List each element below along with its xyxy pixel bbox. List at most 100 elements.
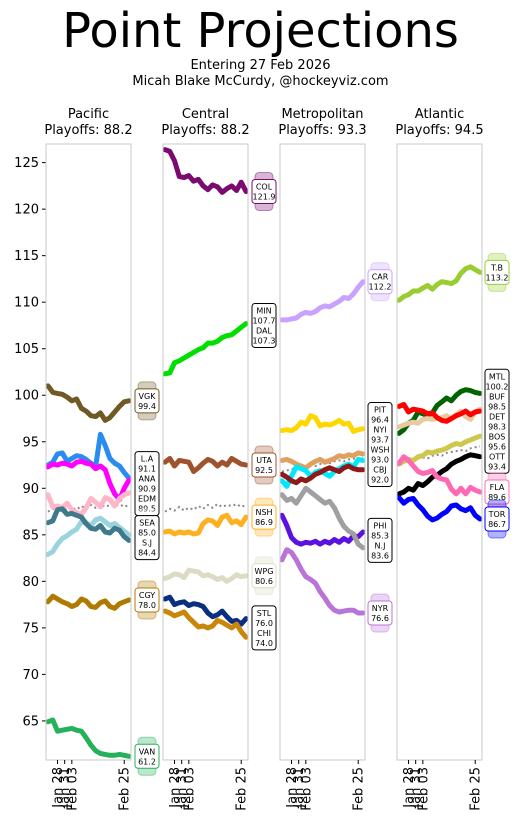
series-line-nyi	[280, 450, 365, 471]
label-box	[251, 605, 277, 651]
label-text: SEA	[139, 519, 155, 528]
label-box	[367, 600, 393, 626]
label-text: DAL	[256, 326, 272, 335]
x-tick-label: Jan 31	[175, 767, 190, 809]
label-box	[367, 269, 393, 295]
label-text: 80.6	[255, 577, 273, 586]
y-tick-label: 115	[14, 249, 39, 264]
label-text: 85.0	[138, 529, 156, 538]
x-tick-label: Jan 31	[58, 767, 73, 809]
series-line-col	[163, 147, 248, 195]
x-tick-label: Feb 03	[182, 767, 197, 811]
series-line-chi	[163, 608, 248, 640]
series-line-min	[163, 321, 248, 377]
label-text: 76.0	[255, 619, 273, 628]
label-text: BUF	[489, 392, 505, 401]
label-box	[251, 504, 277, 530]
panel-frame	[396, 143, 483, 761]
y-tick-label: 100	[14, 389, 39, 404]
label-box	[251, 452, 277, 478]
label-box	[134, 515, 160, 561]
label-text: VGK	[139, 392, 157, 401]
label-text: 86.7	[488, 520, 506, 529]
panel-frame	[45, 143, 132, 761]
label-box	[251, 302, 277, 348]
label-text: CGY	[139, 591, 155, 600]
series-line-det	[397, 402, 482, 424]
series-line-ott	[397, 452, 482, 497]
label-text: 84.4	[138, 549, 156, 558]
x-tick-label: Feb 03	[65, 767, 80, 811]
label-text: CAR	[372, 273, 389, 282]
label-text: 93.7	[371, 436, 389, 445]
label-text: 100.2	[486, 382, 509, 391]
chart-subtitle-author: Micah Blake McCurdy, @hockeyviz.com	[132, 74, 389, 89]
panel-frame	[162, 143, 249, 761]
label-text: 112.2	[369, 283, 392, 292]
label-text: L.A	[141, 455, 154, 464]
label-text: 98.5	[488, 402, 506, 411]
series-line-la	[46, 431, 131, 481]
label-text: 86.9	[255, 518, 273, 527]
label-text: 61.2	[138, 757, 156, 766]
panel-title: Metropolitan	[281, 107, 363, 122]
label-text: 85.3	[371, 531, 389, 540]
series-line-car	[280, 279, 365, 323]
series-line-nyr	[280, 547, 365, 616]
label-text: 78.0	[138, 601, 156, 610]
series-line-pit	[280, 413, 365, 434]
label-text: 74.0	[255, 639, 273, 648]
series-line-cbj	[280, 463, 365, 486]
x-tick-label: Feb 25	[118, 767, 133, 811]
label-text: VAN	[139, 747, 155, 756]
label-text: 121.9	[253, 192, 276, 201]
playoff-threshold-line	[398, 445, 481, 465]
series-line-nsh	[163, 512, 248, 537]
x-tick-label: Feb 03	[299, 767, 314, 811]
panel-plot-area	[163, 147, 248, 640]
series-line-ana	[46, 458, 131, 502]
label-text: MIN	[256, 306, 271, 315]
y-tick-label: 70	[22, 668, 39, 683]
x-tick-label: Jan 28	[168, 767, 183, 809]
panel-plot-area	[280, 279, 365, 616]
label-text: 76.6	[371, 614, 389, 623]
series-line-wpg	[163, 567, 248, 584]
label-text: FLA	[490, 483, 505, 492]
label-text: 89.5	[138, 505, 156, 514]
y-tick-label: 75	[22, 621, 39, 636]
series-line-cgy	[46, 593, 131, 611]
chart-subtitle-date: Entering 27 Feb 2026	[190, 58, 331, 73]
label-box	[134, 388, 160, 414]
panel-playoffs-label: Playoffs: 88.2	[161, 123, 249, 138]
label-text: T.B	[490, 263, 503, 272]
series-line-tb	[397, 264, 482, 303]
label-text: MTL	[489, 372, 506, 381]
label-text: 83.6	[371, 551, 389, 560]
y-tick-label: 85	[22, 528, 39, 543]
series-line-phi	[280, 512, 365, 547]
label-text: 107.3	[253, 336, 276, 345]
series-line-vgk	[46, 383, 131, 423]
x-tick-label: Feb 25	[469, 767, 484, 811]
y-tick-label: 90	[22, 482, 39, 497]
x-tick-label: Jan 28	[51, 767, 66, 809]
series-line-uta	[163, 456, 248, 474]
panel-playoffs-label: Playoffs: 94.5	[395, 123, 483, 138]
series-line-stl	[163, 594, 248, 627]
panel-plot-area	[397, 264, 482, 523]
label-text: COL	[256, 182, 273, 191]
panel-title: Pacific	[68, 107, 109, 122]
label-box	[134, 743, 160, 769]
panel-plot-area	[46, 383, 131, 759]
label-box	[367, 402, 393, 488]
label-text: 96.4	[371, 416, 389, 425]
label-text: TOR	[488, 510, 506, 519]
